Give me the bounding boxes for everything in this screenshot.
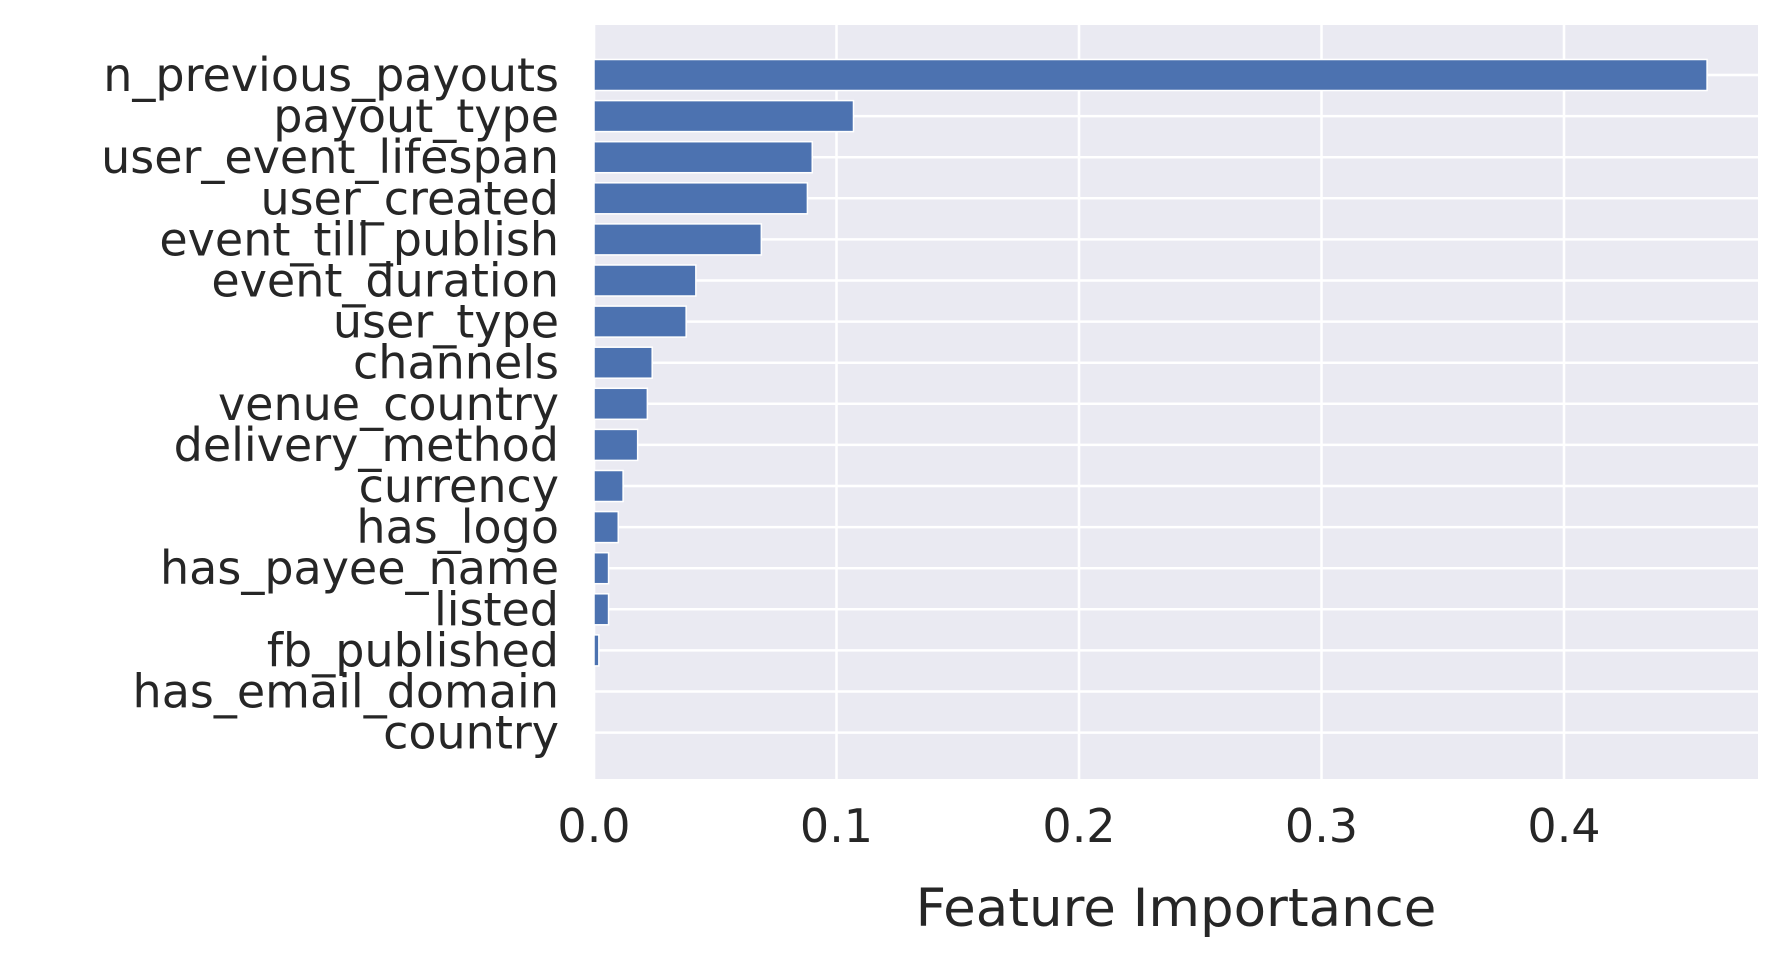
y-tick-label: payout_type	[273, 89, 559, 143]
x-tick-labels: 0.0 0.1 0.2 0.3 0.4	[557, 799, 1600, 853]
y-tick-label: event_till_publish	[159, 212, 559, 266]
bar-fb-published	[593, 634, 600, 667]
bar-channels	[593, 346, 653, 379]
y-tick-label: user_type	[333, 295, 559, 349]
y-tick-label: user_created	[260, 171, 559, 225]
y-tick-label: currency	[359, 459, 559, 513]
y-tick-label: venue_country	[218, 377, 559, 431]
bar-delivery-method	[593, 428, 639, 462]
bar-user-event-lifespan	[593, 140, 813, 174]
bar-has-payee-name	[593, 551, 610, 585]
y-tick-label: n_previous_payouts	[103, 48, 559, 102]
y-tick-label: listed	[434, 582, 559, 636]
plot-area	[594, 25, 1758, 779]
bar-has-logo	[593, 510, 619, 544]
bar-venue-country	[593, 387, 649, 421]
bar-n-previous-payouts	[593, 58, 1708, 92]
bars	[593, 58, 1708, 667]
bar-user-created	[593, 182, 809, 215]
bar-listed	[593, 593, 610, 626]
y-tick-label: user_event_lifespan	[101, 130, 559, 184]
y-tick-label: channels	[353, 336, 559, 390]
x-tick-label: 0.4	[1527, 799, 1600, 853]
y-tick-label: delivery_method	[174, 418, 559, 472]
bar-user-type	[593, 305, 687, 338]
bar-payout-type	[593, 99, 855, 133]
y-tick-labels: n_previous_payoutspayout_typeuser_event_…	[101, 48, 559, 760]
x-tick-label: 0.0	[557, 799, 630, 853]
y-tick-label: event_duration	[211, 254, 559, 308]
bar-event-till-publish	[593, 223, 763, 256]
bar-event-duration	[593, 264, 697, 297]
x-tick-label: 0.3	[1285, 799, 1358, 853]
y-tick-label: has_logo	[356, 500, 559, 554]
x-tick-label: 0.1	[800, 799, 873, 853]
bar-currency	[593, 469, 624, 503]
x-axis-label: Feature Importance	[916, 878, 1437, 939]
y-tick-label: country	[383, 706, 559, 760]
y-tick-label: has_payee_name	[160, 541, 559, 595]
x-tick-label: 0.2	[1042, 799, 1115, 853]
y-tick-label: has_email_domain	[133, 665, 559, 719]
y-tick-label: fb_published	[267, 623, 559, 677]
